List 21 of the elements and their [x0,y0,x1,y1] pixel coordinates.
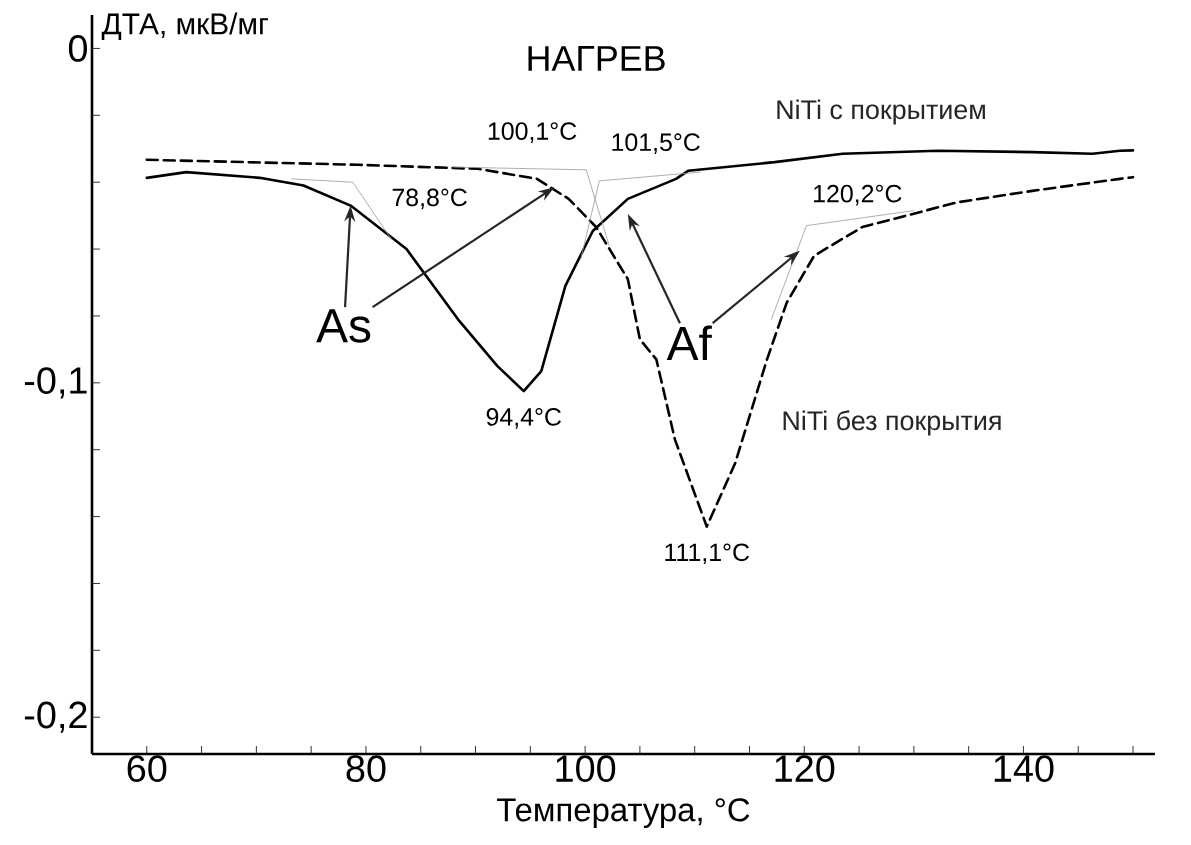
annotation: 94,4°C [486,408,561,429]
x-tick-label: 120 [775,755,835,783]
series-label: NiTi без покрытия [783,410,1001,436]
x-tick-label: 80 [346,755,386,783]
y-tick-label: 0 [68,35,87,62]
annotation: 111,1°C [665,543,750,565]
y-tick-label: -0,1 [24,367,87,399]
x-tick-label: 60 [127,755,167,783]
y-axis-title: ДТА, мкВ/мг [101,12,269,41]
text: НАГРЕВ [528,46,665,71]
annotation: Af [666,325,712,360]
annotation: 78,8°C [392,188,467,210]
x-axis-title: Температура, °C [497,798,750,828]
x-tick-label: 100 [556,755,616,783]
annotation: 100,1°C [488,122,577,143]
annotation: 120,2°C [814,184,902,206]
x-tick-label: 140 [994,755,1054,783]
annotation: 101,5°C [612,133,700,154]
series-label: NiTi с покрытием [777,99,985,125]
y-tick-label: -0,2 [24,701,87,733]
annotation: As [316,309,371,343]
